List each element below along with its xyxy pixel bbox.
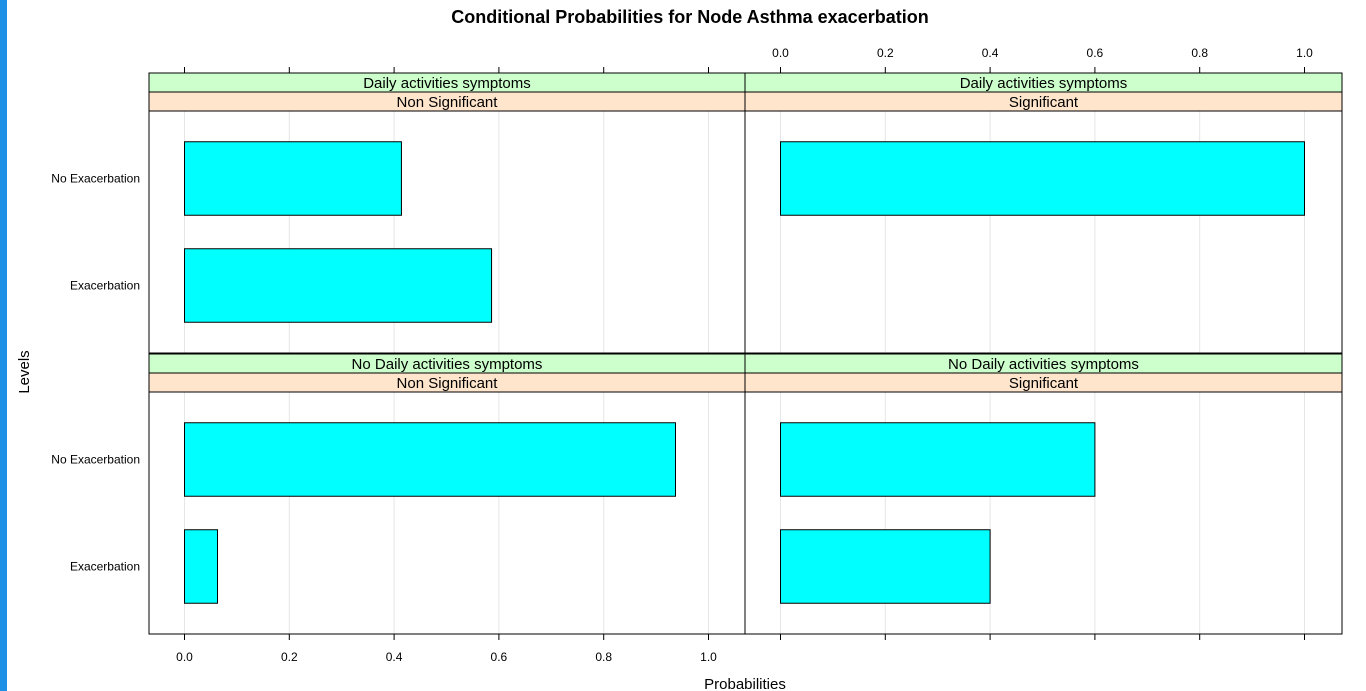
bar — [184, 248, 493, 323]
strip-outer-label: Daily activities symptoms — [960, 75, 1128, 92]
x-tick-label: 0.8 — [595, 650, 612, 664]
x-tick-label: 0.0 — [772, 46, 789, 60]
x-tick-label: 0.6 — [1087, 46, 1104, 60]
bar — [184, 141, 402, 216]
bar — [184, 422, 676, 497]
bar — [780, 422, 1096, 497]
x-tick-label: 0.0 — [176, 650, 193, 664]
x-axis-label: Probabilities — [704, 676, 786, 691]
x-tick-label: 0.2 — [281, 650, 298, 664]
x-tick-label: 1.0 — [1296, 46, 1313, 60]
y-tick-label: No Exacerbation — [51, 172, 140, 186]
bar — [780, 141, 1305, 216]
bar — [184, 529, 219, 604]
strip-outer-label: Daily activities symptoms — [363, 75, 531, 92]
panel-border — [744, 353, 1343, 635]
y-tick-label: Exacerbation — [70, 279, 140, 293]
x-tick-label: 1.0 — [700, 650, 717, 664]
strip-inner-label: Significant — [1009, 375, 1079, 392]
y-tick-label: Exacerbation — [70, 560, 140, 574]
strip-inner-label: Non Significant — [397, 375, 499, 392]
x-tick-label: 0.4 — [982, 46, 999, 60]
x-tick-label: 0.8 — [1191, 46, 1208, 60]
x-tick-label: 0.2 — [877, 46, 894, 60]
window-edge — [0, 0, 7, 691]
strip-inner-label: Non Significant — [397, 94, 499, 111]
panels-layer: Daily activities symptoms Non Significant… — [51, 46, 1343, 664]
bar — [780, 529, 991, 604]
x-tick-label: 0.6 — [491, 650, 508, 664]
y-tick-label: No Exacerbation — [51, 453, 140, 467]
y-axis-label: Levels — [16, 350, 33, 393]
panel-border — [744, 72, 1343, 354]
chart-title: Conditional Probabilities for Node Asthm… — [451, 7, 928, 27]
x-tick-label: 0.4 — [386, 650, 403, 664]
strip-outer-label: No Daily activities symptoms — [948, 356, 1139, 373]
strip-outer-label: No Daily activities symptoms — [352, 356, 543, 373]
strip-inner-label: Significant — [1009, 94, 1079, 111]
